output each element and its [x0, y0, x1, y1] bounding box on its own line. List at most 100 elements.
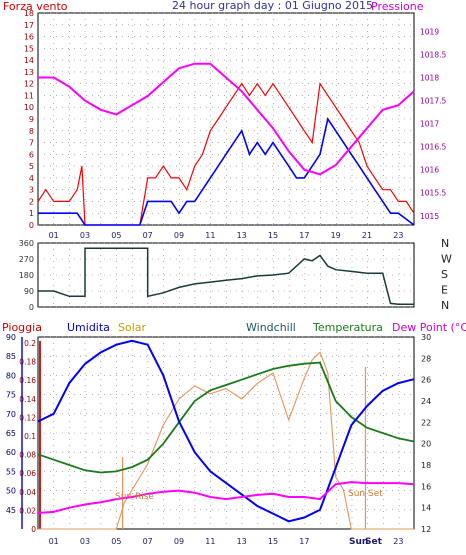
- dewpoint-tick-label: 28: [421, 354, 431, 363]
- direction-compass-label: N: [441, 237, 449, 250]
- pressure-tick-label: 1016: [420, 166, 439, 175]
- wind-tick-label: 9: [29, 115, 34, 124]
- x-tick-label: 21: [362, 231, 372, 240]
- pressure-line: [38, 62, 415, 176]
- rain-tick-label: 0.2: [24, 339, 36, 348]
- x-tick-label: 07: [143, 537, 153, 546]
- wind-tick-label: 15: [24, 44, 34, 53]
- humidity-tick-label: 45: [6, 506, 16, 515]
- panel1-series: [37, 62, 415, 226]
- wind-tick-label: 11: [24, 91, 34, 100]
- rain-tick-label: 0.02: [19, 506, 36, 515]
- x-tick-label: 13: [237, 537, 247, 546]
- pressure-tick-label: 1019: [420, 27, 439, 36]
- wind-axis-title: Forza vento: [3, 0, 68, 13]
- x-tick-label: 19: [331, 231, 341, 240]
- wind-tick-label: 12: [24, 80, 34, 89]
- wind-tick-label: 2: [29, 197, 34, 206]
- x-tick-label: 13: [237, 231, 247, 240]
- humidity-tick-label: 75: [6, 391, 16, 400]
- rain-axis-title: Pioggia: [2, 321, 42, 334]
- dewpoint-tick-label: 20: [421, 440, 431, 449]
- direction-compass-label: S: [441, 268, 448, 281]
- humidity-tick-label: 55: [6, 467, 16, 476]
- dewpoint-tick-label: 22: [421, 418, 431, 427]
- wind-tick-label: 0: [29, 221, 34, 230]
- panel3-x-ticks: 01 03 05 07 09 11 13 15 17 23: [49, 537, 404, 546]
- direction-tick-label: 360: [19, 239, 34, 248]
- sun-set-label: Sun Set: [348, 489, 383, 499]
- pressure-tick-label: 1015.5: [420, 189, 446, 198]
- direction-tick-label: 90: [24, 287, 34, 296]
- x-tick-label: 01: [49, 537, 59, 546]
- rain-tick-label: 0.18: [19, 358, 36, 367]
- direction-tick-label: 0: [29, 303, 34, 312]
- humidity-tick-label: 85: [6, 352, 16, 361]
- x-tick-label: 15: [268, 537, 278, 546]
- dewpoint-axis-title: Dew Point (°C): [392, 321, 466, 334]
- solar-line: [38, 351, 414, 530]
- solar-title: Solar: [118, 321, 147, 334]
- x-tick-label: 15: [268, 231, 278, 240]
- panel3-grid: [38, 336, 414, 529]
- wind-tick-label: 17: [24, 21, 34, 30]
- pressure-tick-label: 1017.5: [420, 97, 446, 106]
- x-tick-label: 23: [393, 231, 403, 240]
- pressure-tick-label: 1016.5: [420, 143, 446, 152]
- wind-tick-label: 18: [24, 9, 34, 18]
- humidity-tick-label: 80: [6, 371, 16, 380]
- pressure-axis-title: Pressione: [371, 0, 424, 13]
- wind-tick-label: 10: [24, 103, 34, 112]
- temperature-title: Temperatura: [312, 321, 383, 334]
- x-tick-label: 05: [111, 537, 121, 546]
- direction-compass-label: N: [441, 299, 449, 312]
- pressure-tick-label: 1018: [420, 74, 439, 83]
- direction-tick-label: 180: [19, 271, 34, 280]
- humidity-tick-label: 65: [6, 429, 16, 438]
- pressure-tick-label: 1018.5: [420, 50, 446, 59]
- humidity-tick-label: 50: [6, 487, 16, 496]
- wind-tick-label: 5: [29, 162, 34, 171]
- pressure-tick-label: 1015: [420, 212, 439, 221]
- x-axis-set-label: Set: [365, 537, 383, 547]
- wind-tick-label: 16: [24, 33, 34, 42]
- wind-direction-line: [38, 247, 414, 306]
- dewpoint-tick-label: 24: [421, 397, 431, 406]
- dewpoint-tick-label: 30: [421, 333, 431, 342]
- temperature-line: [37, 361, 415, 474]
- wind-avg-line: [38, 116, 415, 226]
- wind-tick-label: 7: [29, 139, 34, 148]
- x-tick-label: 01: [49, 231, 59, 240]
- pressure-axis-ticks: 1015 1015.5 1016 1016.5 1017 1017.5 1018 1018.5…: [420, 27, 446, 220]
- direction-axis-ticks: 0 90 180 270 360: [19, 239, 34, 312]
- wind-tick-label: 14: [24, 56, 34, 65]
- windchill-title: Windchill: [246, 321, 296, 334]
- dewpoint-line: [37, 481, 415, 514]
- dewpoint-tick-label: 16: [421, 482, 431, 491]
- x-axis-sun-label: Sun: [349, 537, 368, 547]
- wind-tick-label: 3: [29, 186, 34, 195]
- panel1-x-ticks: 01 03 05 07 09 11 13 15 17 19 21 23: [49, 231, 404, 240]
- panel-wind-direction: [37, 242, 415, 308]
- dewpoint-tick-label: 26: [421, 376, 431, 385]
- panel-wind-pressure: [37, 12, 415, 226]
- wind-tick-label: 13: [24, 68, 34, 77]
- x-tick-label: 07: [143, 231, 153, 240]
- panel3-axes: 45 50 55 60 65 70 75 80 85 90 0 0.02 0.04 0.06 0.08 0.1…: [6, 333, 431, 534]
- rain-tick-label: 0.12: [19, 413, 36, 422]
- x-tick-label: 05: [111, 231, 121, 240]
- dewpoint-tick-label: 18: [421, 461, 431, 470]
- panel3-series: [37, 339, 415, 530]
- rain-tick-label: 0: [31, 525, 36, 534]
- x-tick-label: 11: [205, 231, 215, 240]
- wind-tick-label: 6: [29, 150, 34, 159]
- x-tick-label: 17: [299, 537, 309, 546]
- dewpoint-tick-label: 14: [421, 504, 431, 513]
- x-tick-label: 17: [299, 231, 309, 240]
- x-tick-label: 09: [174, 537, 184, 546]
- direction-compass-label: E: [441, 284, 448, 297]
- wind-tick-label: 1: [29, 209, 34, 218]
